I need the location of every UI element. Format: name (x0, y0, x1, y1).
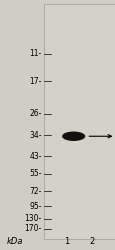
Text: 55-: 55- (29, 169, 41, 178)
Text: 11-: 11- (29, 49, 41, 58)
Text: 17-: 17- (29, 77, 41, 86)
Text: 2: 2 (88, 238, 93, 246)
Text: 43-: 43- (29, 152, 41, 161)
Text: 95-: 95- (29, 202, 41, 211)
Text: 26-: 26- (29, 109, 41, 118)
Text: 170-: 170- (24, 224, 41, 233)
Ellipse shape (62, 132, 85, 141)
Text: 72-: 72- (29, 187, 41, 196)
Text: 1: 1 (63, 238, 69, 246)
Text: 130-: 130- (24, 214, 41, 223)
Text: 34-: 34- (29, 130, 41, 140)
Text: kDa: kDa (7, 238, 23, 246)
Bar (44, 4, 114, 239)
